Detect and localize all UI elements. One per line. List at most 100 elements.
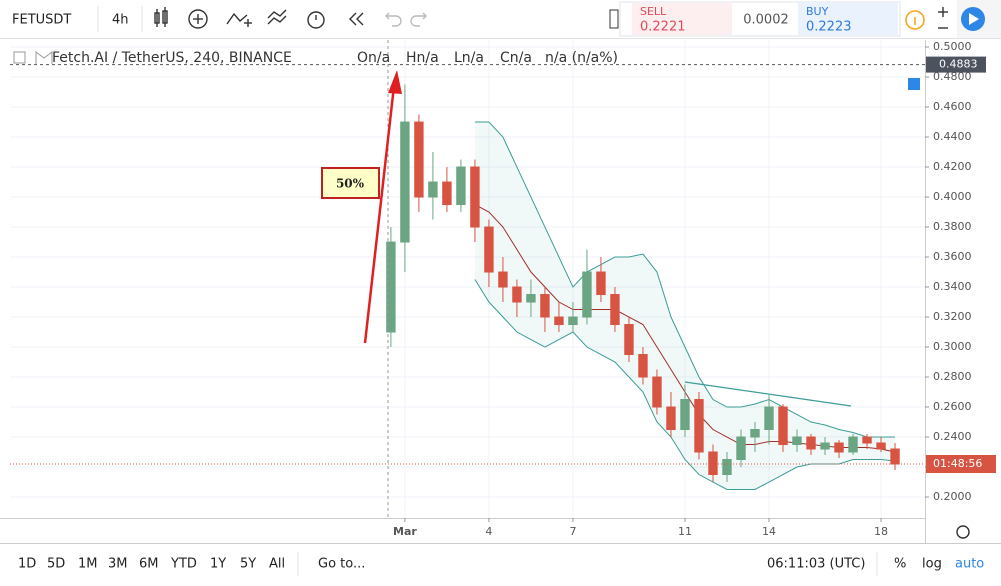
y-tick-label: 0.2600 (933, 400, 972, 413)
candle-body (806, 436, 816, 450)
zoom-buttons[interactable] (938, 7, 948, 29)
candle-body (554, 316, 564, 326)
symbol[interactable]: FETUSDT (12, 13, 71, 28)
y-tick-label: 0.4800 (933, 70, 972, 83)
crosshair-label: 0.4883 (939, 58, 978, 71)
candle-body (694, 399, 704, 453)
legend-icon (13, 51, 26, 64)
candle-body (386, 241, 396, 333)
legend-open: On/a (357, 50, 390, 66)
range-button[interactable]: 3M (108, 557, 128, 572)
candle-body (848, 436, 858, 453)
auto-toggle[interactable]: auto (955, 557, 984, 572)
y-tick-label: 0.2400 (933, 430, 972, 443)
crosshair-label-bg (926, 56, 986, 73)
percent-toggle[interactable]: % (894, 557, 906, 572)
candle-body (736, 436, 746, 461)
x-tick-label: 7 (569, 525, 576, 538)
countdown: 01:48:56 (933, 457, 982, 470)
y-tick-label: 0.4200 (933, 160, 972, 173)
range-button[interactable]: YTD (170, 557, 197, 572)
panel-icon[interactable] (609, 9, 619, 29)
candle-body (540, 294, 550, 318)
goto[interactable]: Go to... (318, 557, 365, 572)
range-button[interactable]: 5Y (240, 557, 256, 572)
y-tick-label: 0.3600 (933, 250, 972, 263)
y-tick-label: 0.3200 (933, 310, 972, 323)
y-tick-label: 0.3000 (933, 340, 972, 353)
y-tick-label: 0.2000 (933, 490, 972, 503)
band-line (474, 121, 896, 438)
interval[interactable]: 4h (112, 13, 129, 28)
band-line (474, 279, 896, 491)
scroll-icon[interactable] (908, 78, 920, 90)
callout[interactable] (321, 167, 380, 199)
candle-body (750, 429, 760, 438)
candle-body (764, 406, 774, 431)
info-icon[interactable] (905, 10, 925, 30)
candle-body (442, 181, 452, 206)
candle-body (652, 376, 662, 408)
candle-body (708, 451, 718, 476)
range-button[interactable]: All (269, 557, 285, 572)
y-tick-label: 0.4600 (933, 100, 972, 113)
play-icon (969, 13, 979, 25)
candle-body (400, 121, 410, 243)
candle-body (414, 121, 424, 198)
candle-body (470, 166, 480, 228)
candle-body (876, 442, 886, 450)
toolbar-icons[interactable] (154, 7, 364, 29)
bottom-bar: Go to... 06:11:03 (UTC) % log auto 1D 5D 1… (18, 552, 984, 576)
candle-body (638, 354, 648, 378)
log-toggle[interactable]: log (922, 557, 942, 572)
candle-body (624, 324, 634, 356)
callout-text: 50% (336, 177, 365, 191)
sell-label: SELL (640, 5, 667, 18)
candle-body (484, 226, 494, 273)
buy-label: BUY (806, 5, 829, 18)
candle-body (456, 166, 466, 206)
trend-line[interactable] (684, 381, 852, 407)
candle-body (428, 181, 438, 198)
legend-title[interactable]: Fetch.AI / TetherUS, 240, BINANCE (52, 50, 292, 66)
undo-redo[interactable] (385, 12, 427, 27)
candle-body (862, 436, 872, 444)
range-button[interactable]: 1M (78, 557, 98, 572)
legend-icon (35, 51, 53, 64)
arrow-head (388, 70, 402, 94)
chart-pane (10, 40, 925, 518)
y-tick-label: 0.4000 (933, 190, 972, 203)
candle-body (596, 271, 606, 296)
plot (10, 40, 925, 518)
candle-body (568, 316, 578, 326)
arrow-shaft[interactable] (363, 85, 396, 344)
range-button[interactable]: 1D (18, 557, 36, 572)
y-tick-label: 0.5000 (933, 40, 972, 53)
y-tick-label: 0.2800 (933, 370, 972, 383)
x-tick-label: 18 (874, 525, 888, 538)
legend-low: Ln/a (454, 50, 484, 66)
candle-body (498, 271, 508, 288)
settings-icon[interactable] (956, 525, 970, 539)
candle-body (722, 459, 732, 476)
legend-close: Cn/a (500, 50, 532, 66)
clock: 06:11:03 (UTC) (767, 557, 865, 572)
y-tick-label: 0.3800 (933, 220, 972, 233)
range-button[interactable]: 1Y (210, 557, 226, 572)
range-button[interactable]: 6M (139, 557, 159, 572)
buy-button[interactable] (798, 3, 898, 35)
candle-body (820, 442, 830, 450)
candle-body (680, 399, 690, 431)
sell-price: 0.2221 (640, 20, 686, 35)
legend-change: n/a (n/a%) (545, 50, 618, 66)
y-tick-label: 0.3400 (933, 280, 972, 293)
candle-body (582, 271, 592, 318)
candle-body (666, 406, 676, 431)
candle-body (834, 442, 844, 453)
range-button[interactable]: 5D (47, 557, 65, 572)
x-tick-label: 4 (485, 525, 492, 538)
countdown-bg (926, 455, 996, 474)
sell-button[interactable] (632, 3, 732, 35)
candle-body (890, 448, 900, 465)
